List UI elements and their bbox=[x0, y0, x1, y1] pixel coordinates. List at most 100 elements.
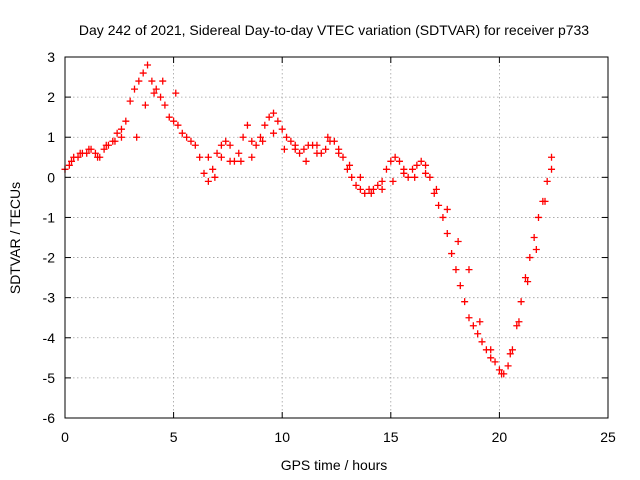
data-point bbox=[248, 153, 256, 161]
data-point bbox=[478, 338, 486, 346]
grid-lines bbox=[64, 56, 609, 419]
data-point bbox=[83, 149, 91, 157]
data-point bbox=[515, 318, 523, 326]
data-point bbox=[296, 149, 304, 157]
data-point bbox=[200, 169, 208, 177]
data-point bbox=[439, 213, 447, 221]
data-point bbox=[491, 358, 499, 366]
data-point bbox=[461, 298, 469, 306]
y-tick-label: -6 bbox=[43, 410, 56, 426]
data-point bbox=[395, 157, 403, 165]
data-point bbox=[335, 149, 343, 157]
data-point bbox=[187, 137, 195, 145]
data-point bbox=[495, 366, 503, 374]
data-point bbox=[361, 189, 369, 197]
data-point bbox=[330, 137, 338, 145]
data-point bbox=[469, 322, 477, 330]
data-point bbox=[144, 61, 152, 69]
data-point bbox=[374, 181, 382, 189]
data-point bbox=[339, 153, 347, 161]
data-point bbox=[476, 318, 484, 326]
data-point bbox=[113, 129, 121, 137]
data-point bbox=[102, 141, 110, 149]
data-point bbox=[417, 157, 425, 165]
data-point bbox=[454, 238, 462, 246]
data-point bbox=[404, 173, 412, 181]
data-point bbox=[521, 274, 529, 282]
data-point bbox=[217, 153, 225, 161]
data-point bbox=[487, 354, 495, 362]
data-point bbox=[235, 149, 243, 157]
data-point bbox=[448, 250, 456, 258]
x-tick-label: 10 bbox=[274, 429, 290, 445]
data-point bbox=[161, 101, 169, 109]
data-point bbox=[411, 173, 419, 181]
data-point bbox=[300, 145, 308, 153]
data-point bbox=[126, 97, 134, 105]
data-point bbox=[252, 141, 260, 149]
data-point bbox=[165, 113, 173, 121]
data-point bbox=[204, 177, 212, 185]
x-tick-label: 15 bbox=[383, 429, 399, 445]
data-point bbox=[400, 169, 408, 177]
data-point bbox=[517, 298, 525, 306]
data-point bbox=[274, 117, 282, 125]
data-point bbox=[343, 165, 351, 173]
data-point bbox=[409, 165, 417, 173]
data-point bbox=[270, 109, 278, 117]
data-point bbox=[174, 121, 182, 129]
data-point bbox=[131, 85, 139, 93]
data-point bbox=[422, 169, 430, 177]
data-point bbox=[548, 153, 556, 161]
data-point bbox=[122, 117, 130, 125]
data-point bbox=[256, 133, 264, 141]
y-tick-label: 3 bbox=[47, 49, 55, 65]
data-point bbox=[237, 157, 245, 165]
data-points bbox=[61, 61, 556, 378]
data-point bbox=[183, 133, 191, 141]
data-point bbox=[191, 141, 199, 149]
data-point bbox=[346, 161, 354, 169]
data-point bbox=[248, 137, 256, 145]
data-point bbox=[382, 165, 390, 173]
data-point bbox=[534, 213, 542, 221]
data-point bbox=[378, 185, 386, 193]
data-point bbox=[150, 89, 158, 97]
x-axis-label: GPS time / hours bbox=[281, 457, 388, 473]
data-point bbox=[465, 266, 473, 274]
data-point bbox=[313, 141, 321, 149]
y-tick-label: -3 bbox=[43, 290, 56, 306]
data-point bbox=[387, 157, 395, 165]
data-point bbox=[456, 282, 464, 290]
data-point bbox=[204, 153, 212, 161]
data-point bbox=[432, 185, 440, 193]
x-tick-label: 0 bbox=[61, 429, 69, 445]
data-point bbox=[498, 370, 506, 378]
data-point bbox=[213, 149, 221, 157]
data-point bbox=[100, 145, 108, 153]
data-point bbox=[135, 77, 143, 85]
data-point bbox=[443, 205, 451, 213]
y-tick-label: -5 bbox=[43, 370, 56, 386]
data-point bbox=[378, 177, 386, 185]
data-point bbox=[348, 173, 356, 181]
data-point bbox=[465, 314, 473, 322]
data-point bbox=[209, 165, 217, 173]
data-point bbox=[356, 185, 364, 193]
chart-title: Day 242 of 2021, Sidereal Day-to-day VTE… bbox=[79, 22, 589, 38]
data-point bbox=[543, 177, 551, 185]
data-point bbox=[159, 77, 167, 85]
data-point bbox=[74, 153, 82, 161]
data-point bbox=[141, 101, 149, 109]
data-point bbox=[196, 153, 204, 161]
data-point bbox=[526, 254, 534, 262]
data-point bbox=[506, 350, 514, 358]
data-point bbox=[261, 121, 269, 129]
data-point bbox=[222, 137, 230, 145]
data-point bbox=[443, 229, 451, 237]
data-point bbox=[157, 93, 165, 101]
data-point bbox=[172, 89, 180, 97]
data-point bbox=[452, 266, 460, 274]
data-point bbox=[211, 173, 219, 181]
data-point bbox=[422, 161, 430, 169]
